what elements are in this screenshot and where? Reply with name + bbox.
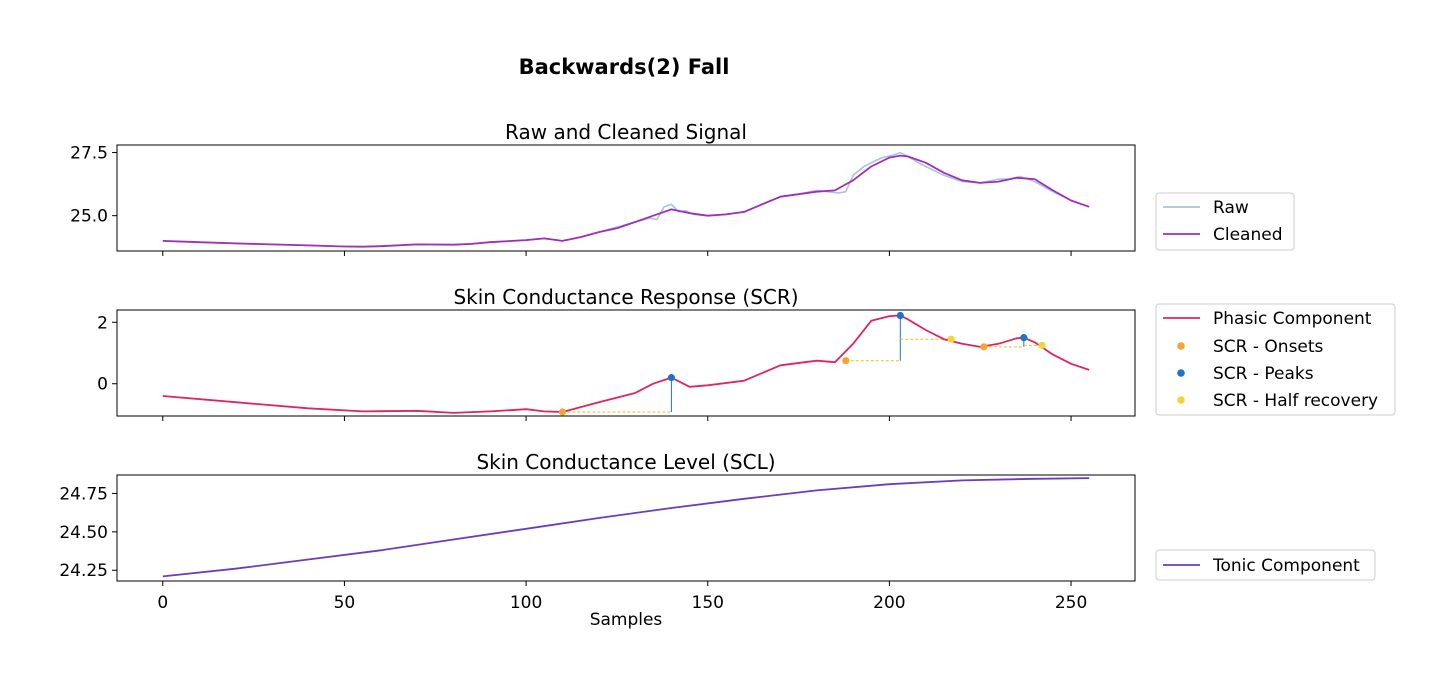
series-line-raw [162,151,1090,248]
legend-label-cleaned: Cleaned [1213,225,1283,245]
x-tick-label: 200 [873,593,905,613]
series-line-tonic-component [162,477,1090,578]
marker-scr-onsets [842,357,850,365]
series-line-phasic-component [162,314,1090,414]
figure-title: Backwards(2) Fall [519,55,730,79]
ticks-scr: 02 [97,313,1072,421]
marker-scr-peaks [667,373,676,382]
axes-scl: Skin Conductance Level (SCL) 24.2524.502… [59,450,1376,630]
legend-scl: Tonic Component [1155,549,1376,581]
x-axis-label: Samples [590,610,663,630]
marker-scr-peaks [896,311,904,320]
legend-raw-cleaned: Raw Cleaned [1155,192,1295,251]
axes-title-scl: Skin Conductance Level (SCL) [476,450,775,474]
marker-scr-onsets [558,408,567,416]
legend-marker-half-recovery [1177,396,1185,404]
plot-area-scr [162,311,1090,416]
x-tick-label: 0 [157,593,168,613]
axes-frame-scl [116,474,1136,582]
axes-raw-cleaned: Raw and Cleaned Signal 25.0 27.5 Raw Clea… [70,120,1295,256]
legend-box-scl [1155,549,1376,581]
legend-marker-onsets [1177,342,1185,350]
axes-title-scr: Skin Conductance Response (SCR) [453,285,798,309]
legend-label-onsets: SCR - Onsets [1213,337,1324,357]
legend-scr: Phasic Component SCR - Onsets SCR - Peak… [1155,303,1396,416]
plot-area-scl [162,477,1090,578]
axes-frame-raw-cleaned [116,144,1136,252]
y-tick-label: 25.0 [70,207,108,227]
legend-marker-peaks [1177,369,1185,377]
marker-scr-peaks [1020,334,1028,342]
axes-scr: Skin Conductance Response (SCR) 02 Phasi… [97,285,1396,421]
y-tick-label: 2 [97,313,108,333]
y-tick-label: 24.50 [59,523,108,543]
x-tick-label: 50 [334,593,356,613]
marker-scr-onsets [980,343,988,351]
axes-frame-scr [116,309,1136,417]
series-line-cleaned [162,154,1090,248]
y-tick-label: 27.5 [70,144,108,164]
legend-label-half-recovery: SCR - Half recovery [1213,391,1378,411]
x-tick-label: 150 [692,593,724,613]
ticks-scl: 24.25 24.50 24.75 0 50 100 150 200 250 [59,484,1087,613]
legend-label-phasic: Phasic Component [1213,309,1372,329]
y-tick-label: 24.75 [59,484,108,504]
axes-title-raw-cleaned: Raw and Cleaned Signal [505,120,747,144]
marker-scr-half-recovery [947,335,955,343]
ticks-raw-cleaned: 25.0 27.5 [70,144,1072,256]
marker-scr-half-recovery [1038,341,1046,349]
legend-label-raw: Raw [1213,198,1249,218]
plot-area-raw-cleaned [162,151,1090,248]
legend-label-peaks: SCR - Peaks [1213,364,1314,384]
y-tick-label: 0 [97,375,108,395]
legend-box-scr [1155,303,1396,416]
x-tick-label: 250 [1055,593,1087,613]
x-tick-label: 100 [510,593,542,613]
legend-label-tonic: Tonic Component [1212,556,1360,576]
y-tick-label: 24.25 [59,561,108,581]
